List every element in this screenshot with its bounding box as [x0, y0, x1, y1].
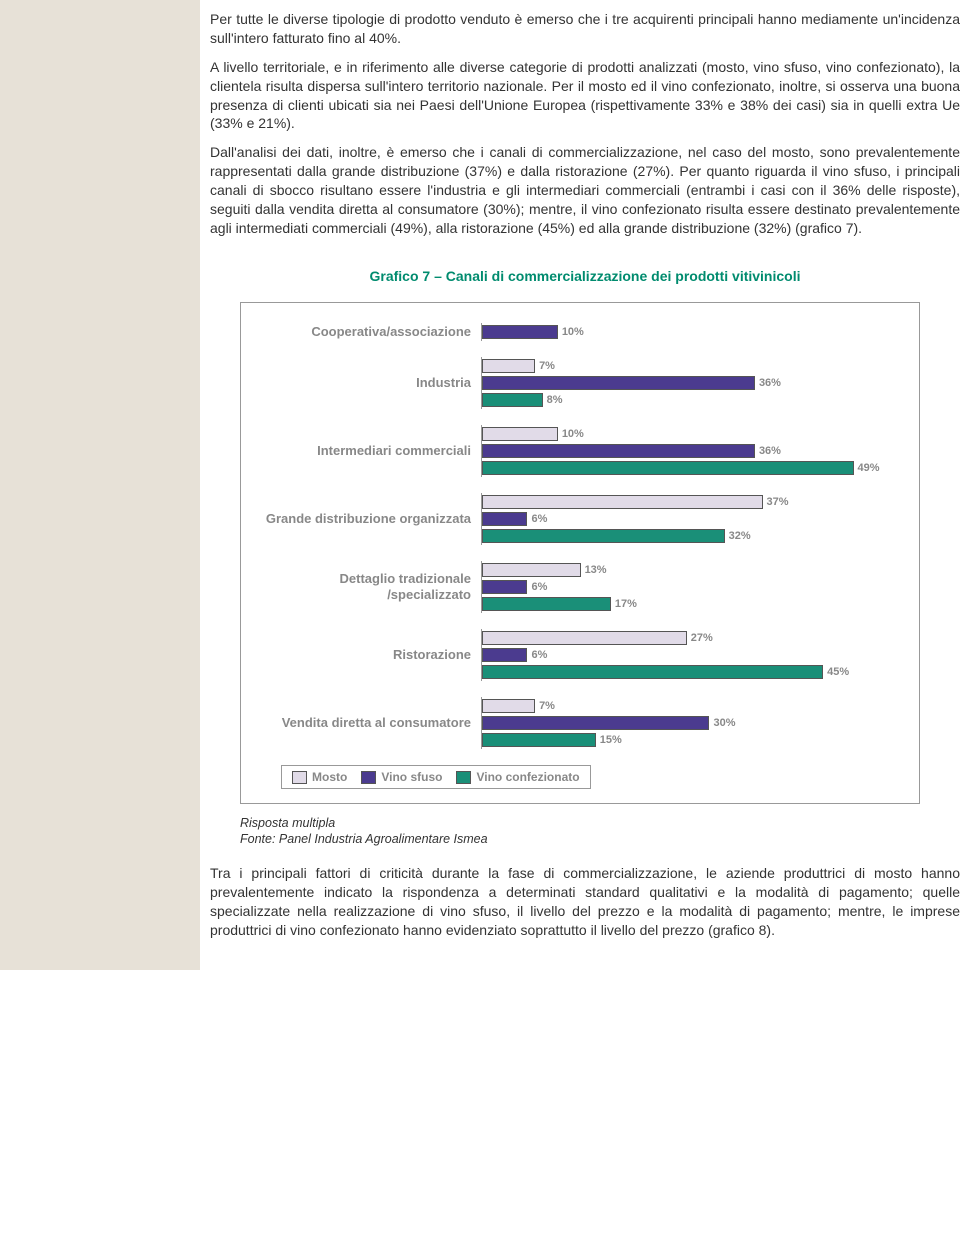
chart-bar-value: 7%: [539, 360, 555, 372]
chart-bar-value: 6%: [531, 649, 547, 661]
chart-row-bars: 10%: [481, 323, 899, 341]
legend-item: Vino sfuso: [361, 770, 442, 784]
chart-row: Vendita diretta al consumatore 7% 30% 15%: [261, 697, 899, 749]
chart-row: Industria 7% 36% 8%: [261, 357, 899, 409]
chart-bar-value: 45%: [827, 666, 849, 678]
chart-row-label: Cooperativa/associazione: [261, 324, 481, 340]
chart-bar: [482, 461, 854, 475]
paragraph-4: Tra i principali fattori di criticità du…: [210, 864, 960, 940]
chart-container: Cooperativa/associazione 10% Industria 7% 36…: [240, 302, 920, 804]
chart-bar-value: 10%: [562, 326, 584, 338]
chart-row-bars: 7% 36% 8%: [481, 357, 899, 409]
chart-row-label: Vendita diretta al consumatore: [261, 715, 481, 731]
caption-response-type: Risposta multipla: [240, 816, 960, 830]
chart-row: Cooperativa/associazione 10%: [261, 323, 899, 341]
chart-row: Grande distribuzione organizzata 37% 6% 32%: [261, 493, 899, 545]
chart-bar: [482, 631, 687, 645]
chart-bar-value: 37%: [767, 496, 789, 508]
legend-label: Vino sfuso: [381, 770, 442, 784]
left-margin: [0, 0, 200, 970]
legend-item: Mosto: [292, 770, 347, 784]
legend-swatch: [456, 771, 471, 784]
chart-bar-value: 7%: [539, 700, 555, 712]
chart-bar: [482, 733, 596, 747]
legend-swatch: [361, 771, 376, 784]
chart-bar: [482, 376, 755, 390]
chart-row-bars: 7% 30% 15%: [481, 697, 899, 749]
chart-bar: [482, 495, 763, 509]
chart-bar-value: 36%: [759, 445, 781, 457]
chart-bar: [482, 665, 823, 679]
chart-bar-value: 27%: [691, 632, 713, 644]
chart-bar: [482, 444, 755, 458]
legend-item: Vino confezionato: [456, 770, 579, 784]
legend-label: Vino confezionato: [476, 770, 579, 784]
chart-bar-value: 6%: [531, 581, 547, 593]
chart-bar-value: 49%: [858, 462, 880, 474]
chart-row: Dettaglio tradizionale /specializzato13%…: [261, 561, 899, 613]
chart-bar: [482, 529, 725, 543]
chart-row-bars: 13% 6% 17%: [481, 561, 899, 613]
chart-bar: [482, 580, 527, 594]
chart-title: Grafico 7 – Canali di commercializzazion…: [210, 268, 960, 284]
chart-bar: [482, 427, 558, 441]
chart-row-bars: 10% 36% 49%: [481, 425, 899, 477]
chart-bar-value: 17%: [615, 598, 637, 610]
chart-row-label: Ristorazione: [261, 647, 481, 663]
chart-row-label: Industria: [261, 375, 481, 391]
chart-bar: [482, 563, 581, 577]
chart-bar-value: 6%: [531, 513, 547, 525]
chart-bar-value: 32%: [729, 530, 751, 542]
chart-bar-value: 30%: [713, 717, 735, 729]
chart-row: Intermediari commerciali 10% 36% 49%: [261, 425, 899, 477]
legend-label: Mosto: [312, 770, 347, 784]
chart-bar-value: 15%: [600, 734, 622, 746]
paragraph-3: Dall'analisi dei dati, inoltre, è emerso…: [210, 143, 960, 237]
chart-bar: [482, 325, 558, 339]
chart-bar-value: 13%: [585, 564, 607, 576]
chart-bar-value: 8%: [547, 394, 563, 406]
chart-bar: [482, 597, 611, 611]
chart-row-label: Grande distribuzione organizzata: [261, 511, 481, 527]
chart-bar-value: 36%: [759, 377, 781, 389]
chart-row-bars: 37% 6% 32%: [481, 493, 899, 545]
chart-row: Ristorazione 27% 6% 45%: [261, 629, 899, 681]
chart-bar: [482, 716, 709, 730]
chart-bar: [482, 648, 527, 662]
chart-legend: Mosto Vino sfuso Vino confezionato: [281, 765, 591, 789]
main-content: Per tutte le diverse tipologie di prodot…: [200, 0, 960, 970]
chart-bar: [482, 699, 535, 713]
chart-bar: [482, 512, 527, 526]
chart-row-bars: 27% 6% 45%: [481, 629, 899, 681]
chart-bar: [482, 393, 543, 407]
paragraph-2: A livello territoriale, e in riferimento…: [210, 58, 960, 134]
chart-bar: [482, 359, 535, 373]
chart-row-label: Dettaglio tradizionale /specializzato: [261, 571, 481, 602]
legend-swatch: [292, 771, 307, 784]
paragraph-1: Per tutte le diverse tipologie di prodot…: [210, 10, 960, 48]
caption-source: Fonte: Panel Industria Agroalimentare Is…: [240, 832, 960, 846]
chart-row-label: Intermediari commerciali: [261, 443, 481, 459]
chart-bar-value: 10%: [562, 428, 584, 440]
